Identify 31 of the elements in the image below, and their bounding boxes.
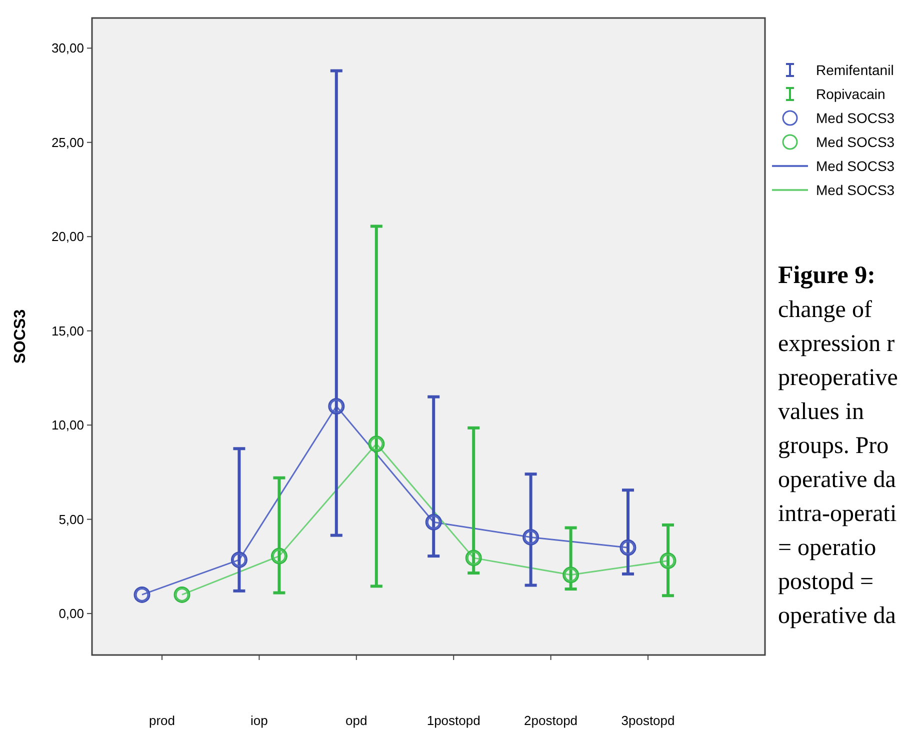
text: postopd = (778, 569, 874, 595)
text: = operatio (778, 535, 876, 561)
y-tick-label: 20,00 (51, 229, 84, 244)
x-tick-label: opd (346, 713, 368, 728)
text: groups. Pro (778, 433, 889, 459)
x-tick-label: iop (250, 713, 268, 728)
text: operative da (778, 467, 896, 493)
legend-label: Ropivacain (816, 86, 886, 102)
text: intra-operati (778, 501, 897, 527)
y-tick-label: 5,00 (58, 512, 84, 527)
text: operative da (778, 603, 896, 629)
legend-label: Remifentanil (816, 62, 894, 78)
y-tick-label: 10,00 (51, 418, 84, 433)
y-tick-label: 0,00 (58, 606, 84, 622)
y-tick-label: 25,00 (51, 134, 84, 150)
text: change of (778, 297, 872, 323)
y-tick-label: 15,00 (51, 323, 84, 338)
y-tick-label: 30,00 (51, 40, 84, 56)
legend-label: Med SOCS3 (816, 158, 895, 174)
text: expression r (778, 331, 895, 357)
x-tick-label: 3postopd (621, 713, 675, 728)
x-tick-label: 1postopd (426, 713, 480, 728)
x-tick-label: prod (148, 713, 176, 728)
legend-label: Med SOCS3 (816, 134, 895, 150)
text: values in (778, 399, 864, 425)
x-tick-label: 2postopd (524, 713, 578, 728)
y-axis-title: SOCS3 (12, 309, 29, 364)
text: preoperative (778, 365, 898, 391)
caption: Figure 9: (778, 262, 876, 289)
legend-label: Med SOCS3 (816, 110, 895, 126)
legend-label: Med SOCS3 (816, 182, 895, 198)
